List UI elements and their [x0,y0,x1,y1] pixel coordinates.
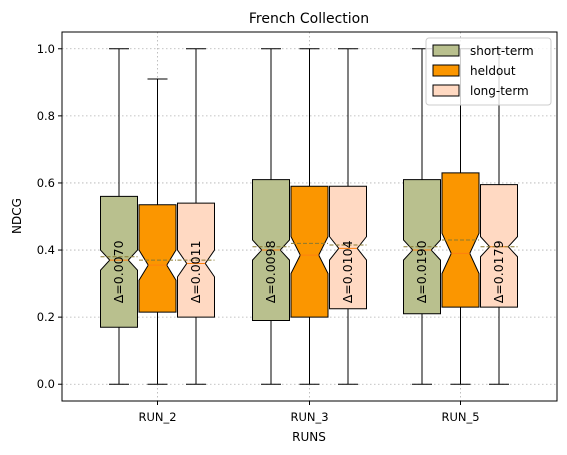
legend: short-term heldout long-term [425,37,552,106]
boxes [100,48,518,385]
x-tick-label: RUN_2 [138,410,176,424]
chart-title: French Collection [249,11,369,27]
y-tick-label: 1.0 [37,42,55,56]
delta-labels: Δ=0.0070 Δ=0.0098 Δ=0.0190 Δ=0.0011 Δ=0.0104… [111,240,506,303]
y-axis-label: NDCG [10,198,24,234]
box-long-term [177,48,215,385]
y-tick-label: 0.8 [37,109,55,123]
y-tick-label: 0.4 [37,243,55,257]
legend-label: heldout [470,64,516,78]
legend-swatch [432,44,460,57]
axes: 0.0 0.2 0.4 0.6 0.8 1.0 RUN_2 RUN_3 RUN_5 [37,42,480,424]
delta-label: Δ=0.0011 [188,240,203,303]
y-tick-label: 0.0 [37,377,55,391]
box-short-term [403,48,441,385]
box-heldout [290,48,329,385]
box-body [290,185,329,318]
box-long-term [329,48,367,385]
delta-label: Δ=0.0104 [340,240,355,303]
box-short-term [252,48,290,385]
box-body [138,204,177,313]
box-body [480,184,518,308]
x-tick-label: RUN_3 [290,410,328,424]
delta-label: Δ=0.0070 [111,240,126,303]
box-short-term [100,48,138,385]
delta-label: Δ=0.0098 [263,240,278,303]
box-body [100,195,138,328]
legend-label: short-term [470,44,534,58]
x-tick-label: RUN_5 [441,410,479,424]
y-tick-label: 0.2 [37,310,55,324]
x-axis-label: RUNS [292,430,326,444]
legend-swatch [432,64,460,77]
delta-label: Δ=0.0190 [414,240,429,303]
box-body [329,185,367,310]
box-heldout [138,78,177,385]
legend-swatch [432,84,460,97]
delta-label: Δ=0.0179 [491,240,506,303]
y-tick-label: 0.6 [37,176,55,190]
box-long-term [480,48,518,385]
legend-label: long-term [470,84,529,98]
